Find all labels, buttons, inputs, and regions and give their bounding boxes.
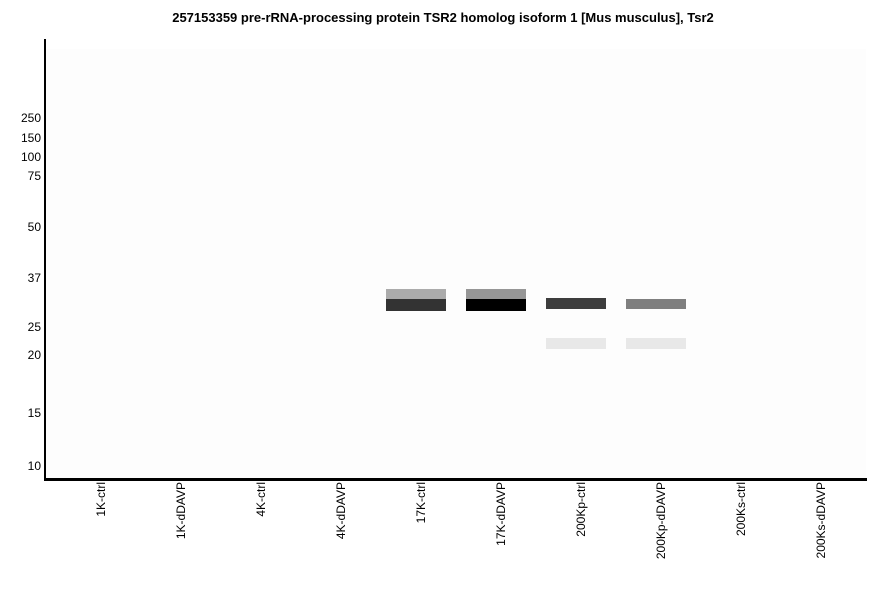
y-tick-label: 75 (27, 169, 41, 183)
gel-band (546, 298, 606, 309)
x-lane-label: 200Kp-dDAVP (654, 482, 668, 560)
y-tick-label: 10 (27, 459, 41, 473)
x-lane-label: 4K-dDAVP (334, 482, 348, 540)
gel-band (466, 299, 526, 311)
y-axis-line (44, 39, 46, 481)
figure-title: 257153359 pre-rRNA-processing protein TS… (172, 10, 714, 25)
x-lane-label: 4K-ctrl (254, 482, 268, 517)
x-lane-label: 17K-dDAVP (494, 482, 508, 546)
x-lane-label: 1K-ctrl (94, 482, 108, 517)
x-axis-line (44, 478, 867, 481)
x-lane-label: 1K-dDAVP (174, 482, 188, 540)
x-lane-label: 200Ks-ctrl (734, 482, 748, 537)
gel-plot-area (46, 49, 866, 478)
y-tick-label: 15 (27, 406, 41, 420)
y-tick-label: 150 (20, 131, 41, 145)
gel-band (386, 289, 446, 299)
gel-band (386, 299, 446, 311)
gel-band (466, 289, 526, 299)
x-lane-label: 200Ks-dDAVP (814, 482, 828, 559)
gel-band (546, 338, 606, 349)
y-tick-label: 25 (27, 320, 41, 334)
x-lane-label: 200Kp-ctrl (574, 482, 588, 537)
y-tick-label: 20 (27, 348, 41, 362)
gel-band (626, 338, 686, 349)
y-tick-label: 37 (27, 271, 41, 285)
y-tick-label: 100 (20, 150, 41, 164)
y-tick-label: 250 (20, 111, 41, 125)
gel-band (626, 299, 686, 309)
x-lane-label: 17K-ctrl (414, 482, 428, 524)
y-tick-label: 50 (27, 220, 41, 234)
